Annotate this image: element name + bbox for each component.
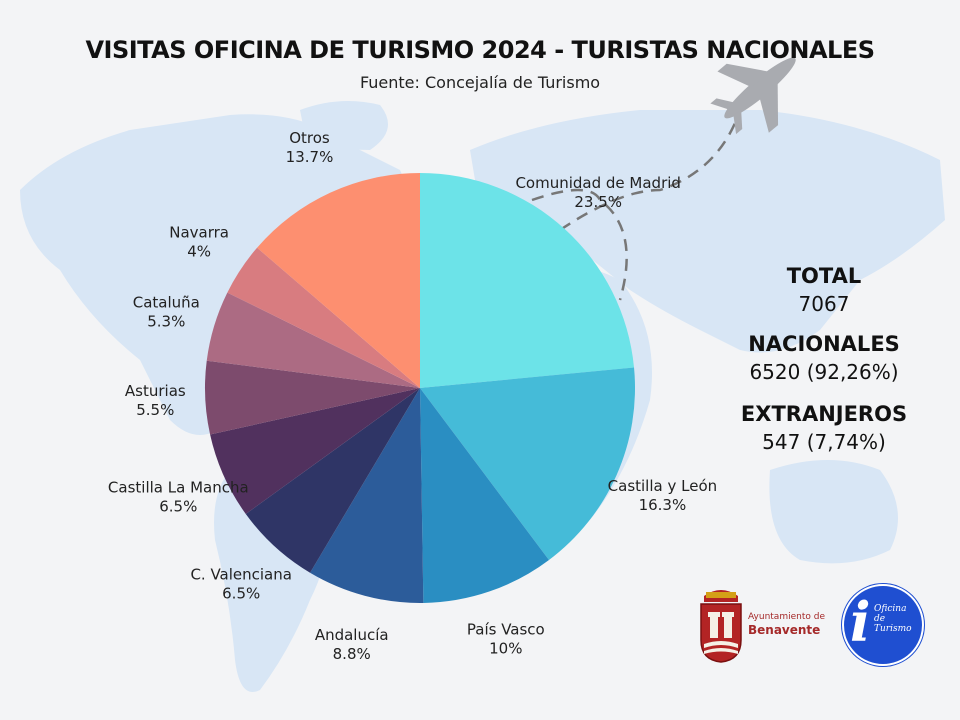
oficina-turismo-logo: i Oficina de Turismo bbox=[842, 584, 924, 666]
total-value: 7067 bbox=[798, 292, 850, 316]
ayuntamiento-logo: Ayuntamiento de Benavente bbox=[696, 582, 836, 666]
map-north-america bbox=[20, 114, 407, 436]
slice-name-label-3: Andalucía bbox=[315, 626, 389, 644]
slice-value-label-4: 6.5% bbox=[222, 585, 260, 603]
pie-slice-1 bbox=[420, 367, 636, 561]
total-label: TOTAL bbox=[786, 264, 862, 288]
oficina-text: Oficina de Turismo bbox=[874, 604, 912, 634]
slice-name-label-6: Asturias bbox=[125, 382, 186, 400]
slice-value-label-9: 13.7% bbox=[286, 148, 334, 166]
extranjeros-value: 547 (7,74%) bbox=[762, 430, 886, 454]
slice-value-label-8: 4% bbox=[187, 243, 211, 261]
airplane-icon bbox=[710, 57, 796, 135]
chart-subtitle: Fuente: Concejalía de Turismo bbox=[359, 73, 601, 92]
coat-of-arms-icon bbox=[700, 590, 742, 663]
pie-slice-3 bbox=[310, 388, 424, 603]
slice-name-label-4: C. Valenciana bbox=[190, 566, 292, 584]
pie-slice-4 bbox=[245, 388, 420, 573]
pie-slice-7 bbox=[206, 292, 420, 388]
pie-slice-9 bbox=[257, 173, 420, 388]
slice-name-label-0: Comunidad de Madrid bbox=[515, 174, 680, 192]
map-greenland bbox=[300, 101, 388, 150]
slice-value-label-7: 5.3% bbox=[147, 312, 185, 330]
slice-value-label-3: 8.8% bbox=[333, 645, 371, 663]
slice-name-label-7: Cataluña bbox=[133, 293, 200, 311]
slice-value-label-1: 16.3% bbox=[639, 496, 687, 514]
pie-slice-2 bbox=[420, 388, 549, 603]
slice-name-label-9: Otros bbox=[289, 129, 330, 147]
chart-title: VISITAS OFICINA DE TURISMO 2024 - TURIST… bbox=[85, 36, 875, 64]
slice-name-label-5: Castilla La Mancha bbox=[108, 479, 249, 497]
slice-value-label-2: 10% bbox=[489, 640, 522, 658]
pie-slice-6 bbox=[204, 360, 420, 435]
slice-name-label-2: País Vasco bbox=[467, 621, 545, 639]
flight-path bbox=[531, 109, 742, 301]
extranjeros-label: EXTRANJEROS bbox=[740, 402, 908, 426]
slice-value-label-0: 23.5% bbox=[574, 193, 622, 211]
map-australia bbox=[769, 460, 898, 564]
slice-value-label-6: 5.5% bbox=[136, 401, 174, 419]
info-icon: i bbox=[850, 590, 871, 654]
slice-value-label-5: 6.5% bbox=[159, 498, 197, 516]
pie-slice-5 bbox=[210, 388, 420, 514]
ayuntamiento-line1: Ayuntamiento de bbox=[748, 612, 825, 622]
nacionales-label: NACIONALES bbox=[748, 332, 900, 356]
slice-name-label-1: Castilla y León bbox=[608, 477, 717, 495]
map-europe-asia bbox=[470, 110, 945, 353]
slice-name-label-8: Navarra bbox=[169, 224, 229, 242]
ayuntamiento-line2: Benavente bbox=[748, 623, 821, 637]
nacionales-value: 6520 (92,26%) bbox=[749, 360, 899, 384]
pie-slice-8 bbox=[227, 247, 420, 388]
pie-slice-0 bbox=[420, 173, 635, 388]
